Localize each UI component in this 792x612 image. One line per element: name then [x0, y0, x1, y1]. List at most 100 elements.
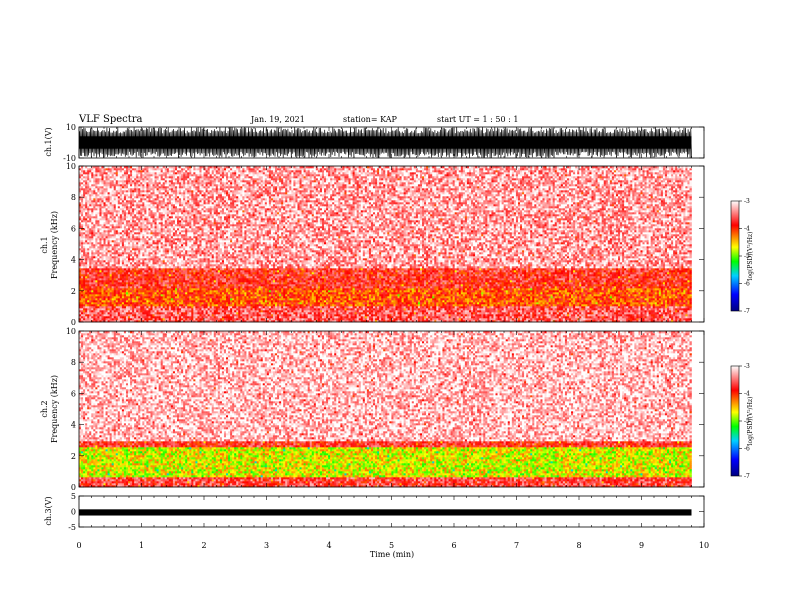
heatmap-cell [449, 318, 451, 320]
heatmap-cell [253, 316, 255, 318]
heatmap-cell [263, 316, 265, 318]
heatmap-cell [379, 316, 381, 318]
heatmap-cell [214, 318, 216, 320]
heatmap-cell [400, 318, 402, 320]
heatmap-cell [287, 318, 289, 320]
heatmap-cell [659, 318, 661, 320]
heatmap-cell [297, 318, 299, 320]
heatmap-cell [232, 318, 234, 320]
heatmap-cell [216, 316, 218, 318]
heatmap-cell [267, 318, 269, 320]
heatmap-cell [155, 316, 157, 318]
heatmap-cell [253, 318, 255, 320]
heatmap-cell [426, 318, 428, 320]
heatmap-cell [398, 318, 400, 320]
heatmap-cell [189, 316, 191, 318]
heatmap-cell [373, 316, 375, 318]
heatmap-cell [573, 318, 575, 320]
heatmap-cell [649, 318, 651, 320]
heatmap-cell [645, 318, 647, 320]
heatmap-cell [344, 318, 346, 320]
heatmap-cell [561, 318, 563, 320]
heatmap-cell [118, 316, 120, 318]
heatmap-cell [673, 318, 675, 320]
heatmap-cell [106, 316, 108, 318]
heatmap-cell [153, 316, 155, 318]
heatmap-cell [304, 316, 306, 318]
heatmap-cell [667, 318, 669, 320]
heatmap-cell [589, 318, 591, 320]
heatmap-cell [150, 318, 152, 320]
heatmap-cell [275, 318, 277, 320]
heatmap-cell [653, 318, 655, 320]
heatmap-cell [387, 318, 389, 320]
heatmap-cell [122, 318, 124, 320]
heatmap-cell [308, 318, 310, 320]
heatmap-cell [679, 318, 681, 320]
heatmap-cell [248, 318, 250, 320]
heatmap-cell [220, 318, 222, 320]
heatmap-cell [626, 318, 628, 320]
heatmap-cell [197, 316, 199, 318]
vlf-spectra-figure: VLF Spectra Jan. 19, 2021 station= KAP s… [0, 0, 792, 612]
heatmap-cell [108, 318, 110, 320]
heatmap-cell [320, 316, 322, 318]
heatmap-cell [398, 316, 400, 318]
heatmap-cell [128, 316, 130, 318]
heatmap-cell [404, 316, 406, 318]
y-tick-label: 10 [66, 123, 76, 132]
heatmap-cell [283, 318, 285, 320]
heatmap-cell [216, 318, 218, 320]
heatmap-cell [195, 316, 197, 318]
heatmap-cell [542, 318, 544, 320]
heatmap-cell [506, 318, 508, 320]
heatmap-cell [240, 318, 242, 320]
heatmap-cell [385, 318, 387, 320]
heatmap-cell [636, 318, 638, 320]
heatmap-cell [95, 316, 97, 318]
heatmap-cell [257, 316, 259, 318]
heatmap-cell [332, 316, 334, 318]
heatmap-cell [130, 318, 132, 320]
heatmap-cell [165, 318, 167, 320]
heatmap-cell [140, 316, 142, 318]
heatmap-cell [424, 318, 426, 320]
heatmap-cell [632, 318, 634, 320]
heatmap-cell [210, 316, 212, 318]
heatmap-cell [285, 316, 287, 318]
heatmap-cell [212, 318, 214, 320]
heatmap-cell [122, 316, 124, 318]
heatmap-cell [277, 318, 279, 320]
heatmap-cell [324, 316, 326, 318]
heatmap-cell [359, 318, 361, 320]
heatmap-cell [193, 316, 195, 318]
heatmap-cell [359, 316, 361, 318]
heatmap-cell [334, 316, 336, 318]
heatmap-cell [371, 318, 373, 320]
heatmap-cell [687, 318, 689, 320]
heatmap-cell [387, 316, 389, 318]
heatmap-cell [569, 318, 571, 320]
heatmap-cell [316, 316, 318, 318]
heatmap-cell [104, 318, 106, 320]
heatmap-cell [473, 318, 475, 320]
heatmap-cell [85, 318, 87, 320]
heatmap-cell [202, 318, 204, 320]
heatmap-cell [97, 318, 99, 320]
heatmap-cell [612, 318, 614, 320]
heatmap-cell [191, 316, 193, 318]
heatmap-cell [647, 318, 649, 320]
heatmap-cell [124, 316, 126, 318]
heatmap-cell [512, 318, 514, 320]
heatmap-cell [244, 318, 246, 320]
heatmap-cell [518, 318, 520, 320]
heatmap-cell [89, 316, 91, 318]
heatmap-cell [134, 318, 136, 320]
heatmap-cell [326, 318, 328, 320]
heatmap-cell [563, 318, 565, 320]
heatmap-cell [322, 316, 324, 318]
heatmap-cell [83, 316, 85, 318]
heatmap-cell [379, 318, 381, 320]
heatmap-cell [606, 318, 608, 320]
heatmap-cell [204, 316, 206, 318]
